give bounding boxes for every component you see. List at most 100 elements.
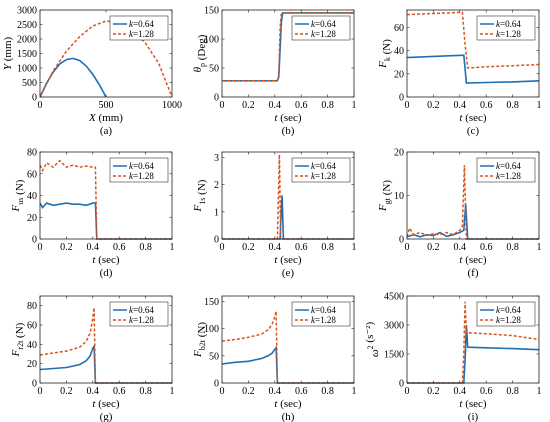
axes-frame (221, 9, 355, 98)
y-tick-label: 500 (22, 78, 37, 89)
x-axis-label: t (sec) (92, 254, 120, 266)
x-tick-label: 0.4 (454, 100, 467, 111)
legend-label: k=1.28 (311, 171, 336, 181)
x-tick-label: 1 (352, 386, 357, 397)
x-tick-label: 0.2 (242, 242, 255, 253)
x-tick-label: 0.2 (427, 100, 440, 111)
y-tick-label: 20 (394, 69, 404, 80)
x-tick-label: 0.2 (60, 386, 73, 397)
series-line (407, 11, 539, 69)
x-tick-label: 1 (170, 386, 175, 397)
axes-frame (39, 295, 173, 384)
x-tick-label: 0.4 (454, 242, 467, 253)
y-axis-label: Fb2t (N) (192, 322, 208, 358)
y-tick-label: 1 (214, 207, 219, 218)
y-tick-label: 2000 (17, 35, 37, 46)
panel-caption: (g) (100, 411, 113, 422)
panel-caption: (c) (467, 125, 480, 137)
series-line (40, 202, 172, 240)
legend-box (109, 15, 169, 41)
panel-caption: (b) (282, 125, 295, 137)
y-tick-label: 100 (204, 35, 219, 46)
x-tick-label: 0.8 (139, 386, 152, 397)
series-line (407, 301, 539, 384)
y-tick-label: 0 (214, 93, 219, 104)
y-tick-label: 40 (27, 191, 37, 202)
x-axis-label: t (sec) (459, 112, 487, 124)
series-line (40, 57, 107, 98)
legend-label: k=1.28 (129, 315, 154, 325)
y-tick-label: 0 (399, 379, 404, 390)
legend-label: k=0.64 (129, 161, 154, 171)
legend-label: k=1.28 (496, 29, 521, 39)
legend-label: k=0.64 (129, 305, 154, 315)
x-tick-label: 0.6 (295, 386, 308, 397)
x-axis-label: t (sec) (459, 254, 487, 266)
x-tick-label: 1 (170, 242, 175, 253)
y-axis-label: Fgt (N) (377, 180, 393, 212)
x-tick-label: 0.6 (113, 242, 126, 253)
x-tick-label: 0 (405, 100, 410, 111)
x-tick-label: 1 (352, 100, 357, 111)
legend-label: k=1.28 (311, 29, 336, 39)
axes-frame (221, 151, 355, 240)
y-tick-label: 0 (32, 93, 37, 104)
y-axis-label: Y (mm) (2, 37, 14, 71)
panel-caption: (h) (282, 411, 295, 422)
y-axis-label: Fus (N) (10, 179, 26, 212)
x-tick-label: 0.6 (480, 100, 493, 111)
panel-h: 0 0.2 0.4 0.6 0.8 1 0 50 100 150 t (sec) Fb2t (N) (h… (192, 295, 357, 422)
x-axis-label: t (sec) (274, 398, 302, 410)
x-tick-label: 0.4 (87, 386, 100, 397)
legend-label: k=0.64 (311, 161, 336, 171)
y-tick-label: 20 (27, 213, 37, 224)
legend-label: k=1.28 (311, 315, 336, 325)
x-tick-label: 0.8 (321, 386, 334, 397)
x-tick-label: 1 (537, 386, 542, 397)
x-tick-label: 0.2 (427, 386, 440, 397)
x-tick-label: 0.8 (321, 100, 334, 111)
y-tick-label: 60 (394, 23, 404, 34)
x-tick-label: 0 (38, 100, 43, 111)
x-tick-label: 0.8 (139, 242, 152, 253)
x-tick-label: 0 (220, 242, 225, 253)
x-axis-label: t (sec) (92, 398, 120, 410)
legend-label: k=0.64 (129, 19, 154, 29)
x-tick-label: 0.6 (295, 100, 308, 111)
x-tick-label: 0.2 (427, 242, 440, 253)
x-axis-label: t (sec) (274, 254, 302, 266)
x-tick-label: 1000 (162, 100, 182, 111)
y-tick-label: 50 (209, 64, 219, 75)
x-tick-label: 0.8 (506, 100, 519, 111)
x-tick-label: 0.2 (242, 386, 255, 397)
y-tick-label: 10 (394, 191, 404, 202)
y-tick-label: 0 (399, 93, 404, 104)
series-line (222, 195, 354, 240)
y-tick-label: 100 (204, 324, 219, 335)
legend-box (291, 157, 351, 183)
x-tick-label: 0.8 (506, 242, 519, 253)
y-axis-label: Fk (N) (377, 39, 393, 69)
axes-frame (221, 295, 355, 384)
series-line (407, 204, 539, 240)
panel-i: 0 0.2 0.4 0.6 0.8 1 0 1500 3000 4500 t (sec) ω2 (s⁻… (364, 292, 542, 422)
series-line (222, 12, 354, 82)
x-tick-label: 0 (405, 242, 410, 253)
x-tick-label: 0.6 (480, 386, 493, 397)
y-tick-label: 150 (204, 6, 219, 17)
x-tick-label: 0.4 (269, 242, 282, 253)
y-tick-label: 0 (214, 379, 219, 390)
x-tick-label: 0.6 (295, 242, 308, 253)
y-tick-label: 3000 (384, 321, 404, 332)
x-tick-label: 0.8 (321, 242, 334, 253)
axes-frame (406, 295, 540, 384)
legend-label: k=1.28 (496, 315, 521, 325)
y-tick-label: 2500 (17, 20, 37, 31)
x-tick-label: 0 (38, 242, 43, 253)
y-tick-label: 0 (32, 235, 37, 246)
panel-b: 0 0.2 0.4 0.6 0.8 1 0 50 100 150 t (sec) θp (Deg) (b… (192, 6, 357, 138)
x-tick-label: 0.4 (269, 386, 282, 397)
